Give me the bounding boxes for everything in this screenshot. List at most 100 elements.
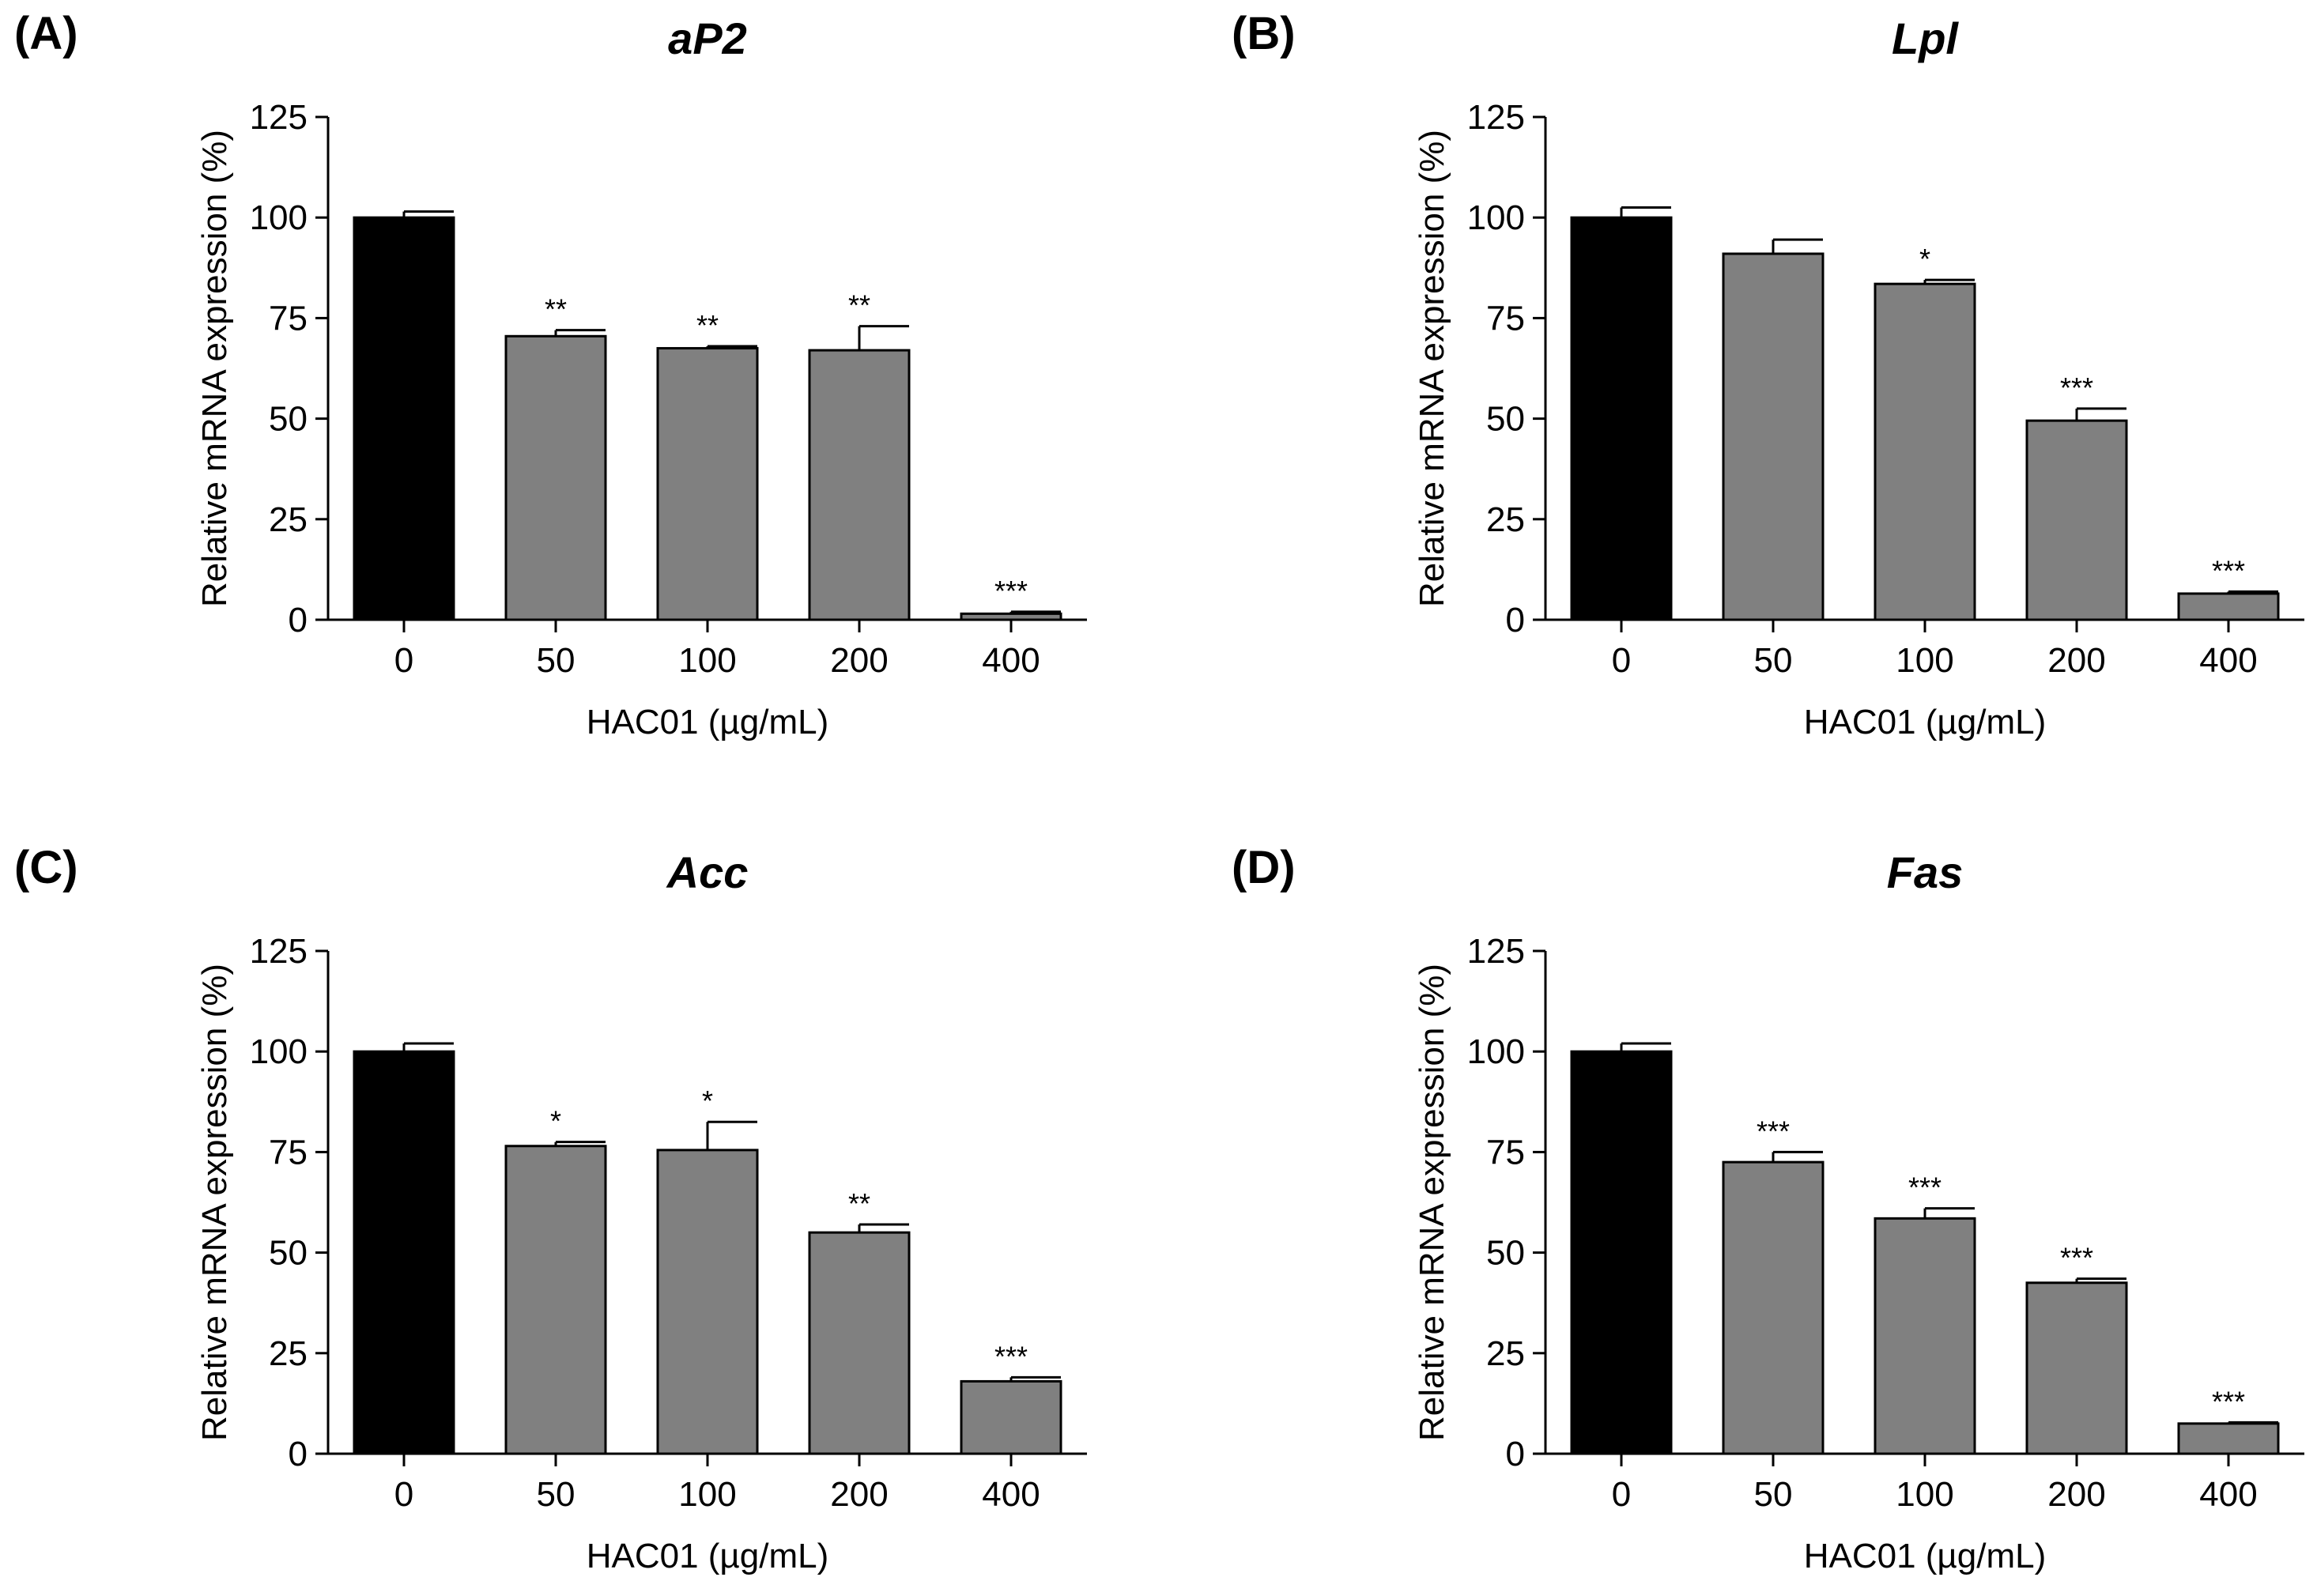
bar-100 <box>1874 282 1976 621</box>
y-tick-label: 100 <box>1467 1032 1525 1071</box>
bar-0 <box>353 1050 455 1455</box>
bar-0 <box>353 216 455 621</box>
y-tick-label: 100 <box>250 1032 308 1071</box>
significance-label: *** <box>1757 1115 1790 1147</box>
x-tick-label: 0 <box>394 641 413 680</box>
bar-100 <box>1874 1217 1976 1455</box>
y-tick-label: 100 <box>1467 198 1525 237</box>
x-axis-label: HAC01 (µg/mL) <box>587 703 829 741</box>
x-tick-label: 50 <box>537 641 575 680</box>
bar-200 <box>808 1231 911 1455</box>
panel-letter: (D) <box>1232 842 1296 893</box>
bar-200 <box>2025 1281 2128 1455</box>
significance-label: ** <box>848 289 870 322</box>
x-tick-label: 50 <box>1754 641 1793 680</box>
x-tick-label: 100 <box>1896 641 1953 680</box>
chart-title: aP2 <box>668 13 747 63</box>
significance-label: ** <box>545 293 567 326</box>
bar-200 <box>2025 419 2128 621</box>
x-tick-label: 200 <box>2047 641 2105 680</box>
y-tick-label: 50 <box>269 1234 308 1273</box>
x-tick-label: 0 <box>1612 641 1631 680</box>
panel-letter: (C) <box>14 842 78 893</box>
significance-label: *** <box>994 575 1028 607</box>
x-tick-label: 0 <box>394 1475 413 1514</box>
y-tick-label: 0 <box>1506 1435 1525 1473</box>
bar-50 <box>504 334 607 621</box>
panel-letter: (A) <box>14 8 78 59</box>
bar-400 <box>2177 592 2280 621</box>
y-tick-label: 50 <box>1486 1234 1525 1273</box>
chart-panel-1: (B) Lpl 0 25 50 75 100 125 0 50 100 * 200 *** 400 *** HA… <box>1232 8 2304 741</box>
y-tick-label: 50 <box>269 400 308 439</box>
y-tick-label: 125 <box>1467 932 1525 971</box>
bar-400 <box>960 1379 1062 1455</box>
y-axis-label: Relative mRNA expression (%) <box>195 964 234 1441</box>
significance-label: *** <box>2212 554 2245 587</box>
y-axis-label: Relative mRNA expression (%) <box>195 130 234 607</box>
x-tick-label: 200 <box>830 1475 888 1514</box>
chart-title: Lpl <box>1892 13 1959 63</box>
significance-label: *** <box>2060 1242 2093 1274</box>
y-tick-label: 0 <box>289 601 308 640</box>
x-tick-label: 400 <box>982 641 1040 680</box>
significance-label: *** <box>2212 1385 2245 1417</box>
bar-50 <box>1722 252 1825 621</box>
chart-panel-0: (A) aP2 0 25 50 75 100 125 0 50 ** 100 ** 200 ** 400 ***… <box>14 8 1087 741</box>
bar-50 <box>1722 1160 1825 1455</box>
x-tick-label: 0 <box>1612 1475 1631 1514</box>
x-tick-label: 400 <box>982 1475 1040 1514</box>
x-tick-label: 400 <box>2199 1475 2257 1514</box>
chart-title: Fas <box>1887 847 1964 897</box>
y-tick-label: 125 <box>250 932 308 971</box>
bar-100 <box>656 1149 759 1455</box>
chart-panel-3: (D) Fas 0 25 50 75 100 125 0 50 *** 100 *** 200 *** 400… <box>1232 842 2304 1575</box>
y-tick-label: 0 <box>1506 601 1525 640</box>
y-tick-label: 25 <box>269 500 308 539</box>
x-tick-label: 50 <box>537 1475 575 1514</box>
significance-label: * <box>550 1105 561 1138</box>
chart-title: Acc <box>666 847 749 897</box>
x-tick-label: 50 <box>1754 1475 1793 1514</box>
significance-label: *** <box>1908 1172 1942 1204</box>
bar-100 <box>656 347 759 621</box>
y-tick-label: 50 <box>1486 400 1525 439</box>
x-tick-label: 200 <box>2047 1475 2105 1514</box>
bar-0 <box>1570 1050 1673 1455</box>
x-tick-label: 400 <box>2199 641 2257 680</box>
significance-label: ** <box>848 1187 870 1220</box>
y-tick-label: 100 <box>250 198 308 237</box>
y-tick-label: 0 <box>289 1435 308 1473</box>
y-tick-label: 75 <box>1486 299 1525 338</box>
y-tick-label: 75 <box>269 299 308 338</box>
y-tick-label: 75 <box>1486 1133 1525 1172</box>
bar-400 <box>960 612 1062 621</box>
significance-label: ** <box>696 309 719 341</box>
x-tick-label: 100 <box>1896 1475 1953 1514</box>
y-tick-label: 75 <box>269 1133 308 1172</box>
x-tick-label: 100 <box>678 641 736 680</box>
bar-200 <box>808 349 911 621</box>
x-tick-label: 100 <box>678 1475 736 1514</box>
x-tick-label: 200 <box>830 641 888 680</box>
significance-label: * <box>702 1085 713 1117</box>
x-axis-label: HAC01 (µg/mL) <box>1804 703 2047 741</box>
significance-label: *** <box>994 1340 1028 1372</box>
bar-50 <box>504 1145 607 1455</box>
y-axis-label: Relative mRNA expression (%) <box>1413 130 1451 607</box>
y-tick-label: 25 <box>1486 1334 1525 1373</box>
x-axis-label: HAC01 (µg/mL) <box>587 1537 829 1575</box>
bar-0 <box>1570 216 1673 621</box>
y-tick-label: 125 <box>1467 98 1525 137</box>
y-tick-label: 125 <box>250 98 308 137</box>
chart-panel-2: (C) Acc 0 25 50 75 100 125 0 50 * 100 * 200 ** 400 *** HA… <box>14 842 1087 1575</box>
bar-400 <box>2177 1422 2280 1455</box>
significance-label: *** <box>2060 372 2093 404</box>
y-tick-label: 25 <box>1486 500 1525 539</box>
x-axis-label: HAC01 (µg/mL) <box>1804 1537 2047 1575</box>
panel-letter: (B) <box>1232 8 1296 59</box>
significance-label: * <box>1919 243 1930 275</box>
y-tick-label: 25 <box>269 1334 308 1373</box>
y-axis-label: Relative mRNA expression (%) <box>1413 964 1451 1441</box>
